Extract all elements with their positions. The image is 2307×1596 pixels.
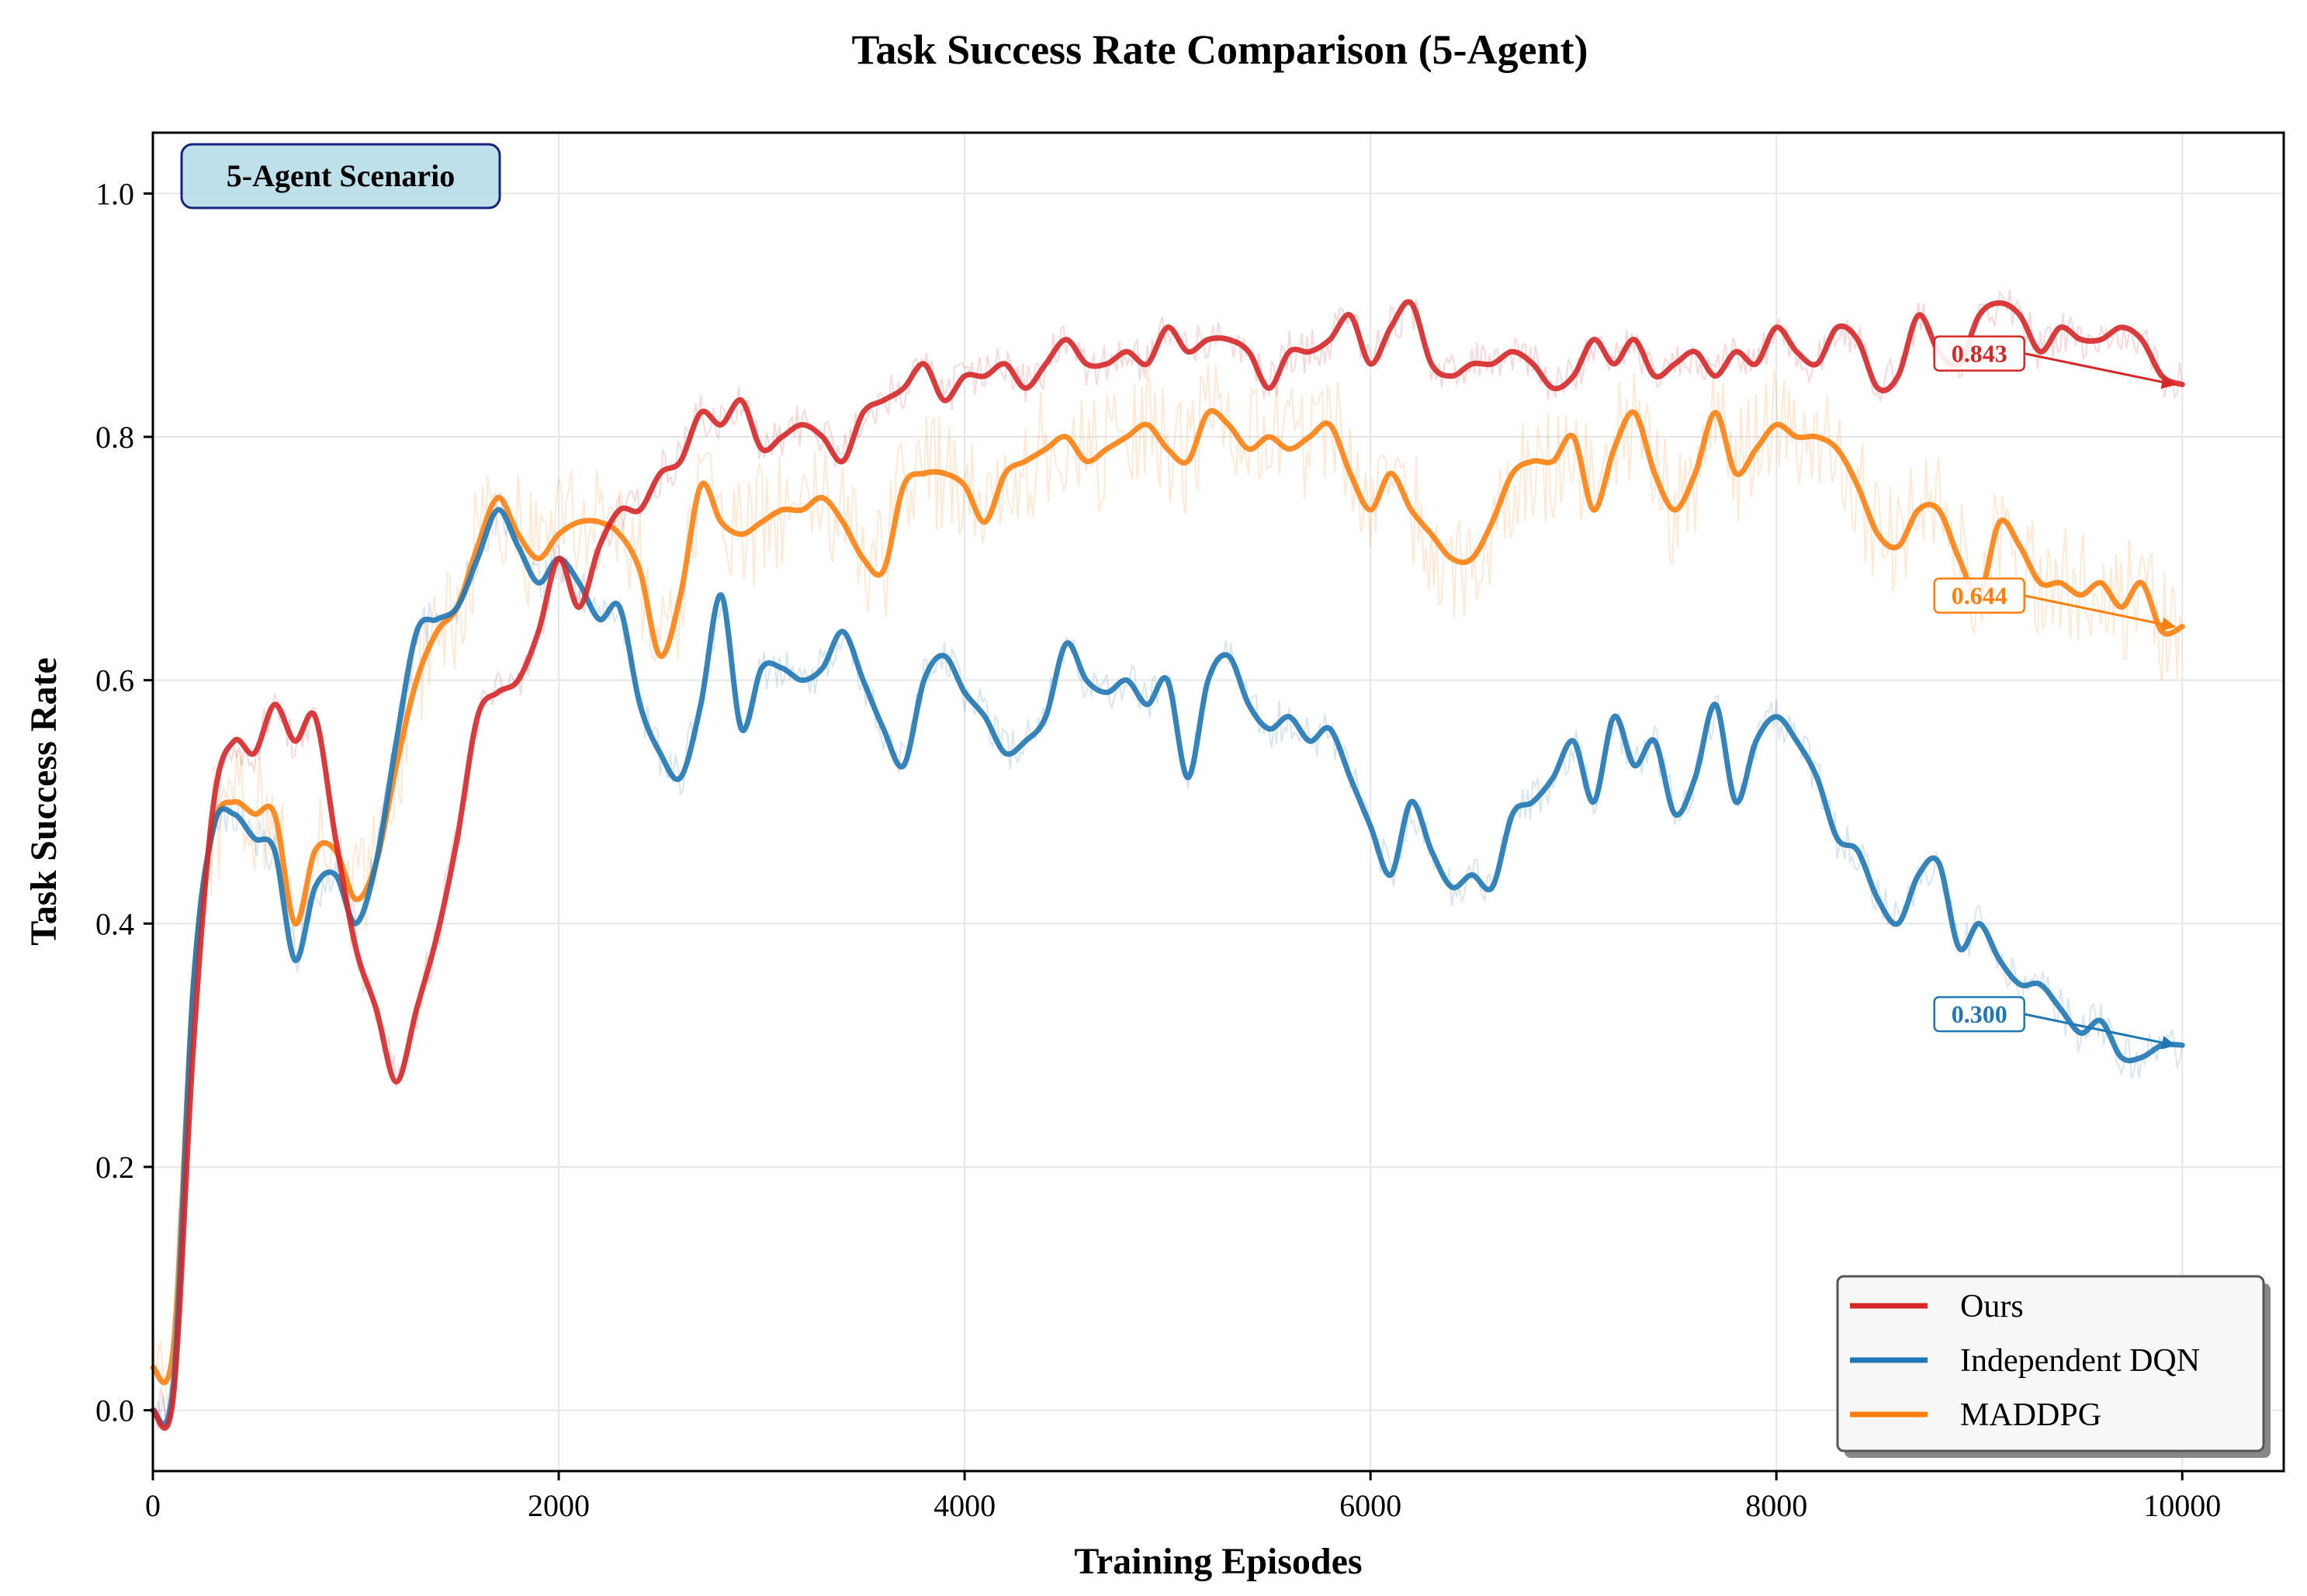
scenario-badge: 5-Agent Scenario	[180, 143, 501, 209]
grid	[152, 133, 2284, 1471]
series-layer	[150, 299, 2185, 1432]
y-tick-label: 0.6	[95, 663, 134, 698]
y-tick-label: 1.0	[95, 176, 134, 211]
y-tick-label: 0.4	[95, 906, 134, 941]
x-axis-label: Training Episodes	[1074, 1541, 1362, 1582]
series-line-maddpg	[150, 408, 2185, 1386]
final-label-arrow	[2024, 594, 2177, 632]
x-tick-label: 10000	[2143, 1488, 2221, 1523]
final-label-box	[1933, 335, 2025, 372]
plot-frame	[151, 131, 2285, 1473]
legend-label: MADDPG	[1960, 1397, 2101, 1433]
final-label-arrow	[2024, 1013, 2177, 1050]
y-tick-label: 0.2	[95, 1150, 134, 1185]
final-label-text: 0.843	[1952, 340, 2007, 368]
legend-label: Independent DQN	[1960, 1343, 2200, 1379]
legend-item-independent-dqn: Independent DQN	[1850, 1343, 2200, 1379]
legend: Ours Independent DQN MADDPG	[1836, 1275, 2271, 1458]
y-tick-label: 0.8	[95, 420, 134, 455]
y-axis-label: Task Success Rate	[23, 657, 64, 946]
scenario-badge-box	[180, 143, 501, 209]
x-tick-label: 0	[145, 1488, 161, 1523]
axis-ticks: 0 2000 4000 6000 8000 10000 0.0 0.2 0.4 0.6 0.8 1.0	[95, 176, 2221, 1523]
chart-title: Task Success Rate Comparison (5-Agent)	[851, 26, 1588, 73]
final-label-independent-dqn: 0.300	[1933, 995, 2177, 1050]
legend-box	[1836, 1275, 2265, 1452]
final-label-text: 0.644	[1952, 582, 2007, 610]
final-label-box	[1933, 577, 2025, 614]
final-label-maddpg: 0.644	[1933, 577, 2177, 632]
legend-item-ours: Ours	[1850, 1289, 2024, 1324]
series-raw-maddpg	[152, 363, 2184, 1408]
legend-item-maddpg: MADDPG	[1850, 1397, 2101, 1433]
final-value-labels: 0.843 0.300 0.644	[1933, 335, 2177, 1050]
final-label-box	[1933, 995, 2025, 1033]
legend-label: Ours	[1960, 1289, 2024, 1324]
x-tick-label: 8000	[1745, 1488, 1807, 1523]
series-line-independent-dqn	[150, 507, 2185, 1427]
final-label-ours: 0.843	[1933, 335, 2177, 389]
x-tick-label: 6000	[1339, 1488, 1401, 1523]
y-tick-label: 0.0	[95, 1393, 134, 1428]
scenario-badge-text: 5-Agent Scenario	[227, 158, 455, 193]
final-label-arrow	[2024, 352, 2177, 389]
x-tick-label: 2000	[528, 1488, 590, 1523]
x-tick-label: 4000	[934, 1488, 996, 1523]
final-label-text: 0.300	[1952, 1000, 2007, 1028]
series-line-ours	[150, 299, 2185, 1432]
